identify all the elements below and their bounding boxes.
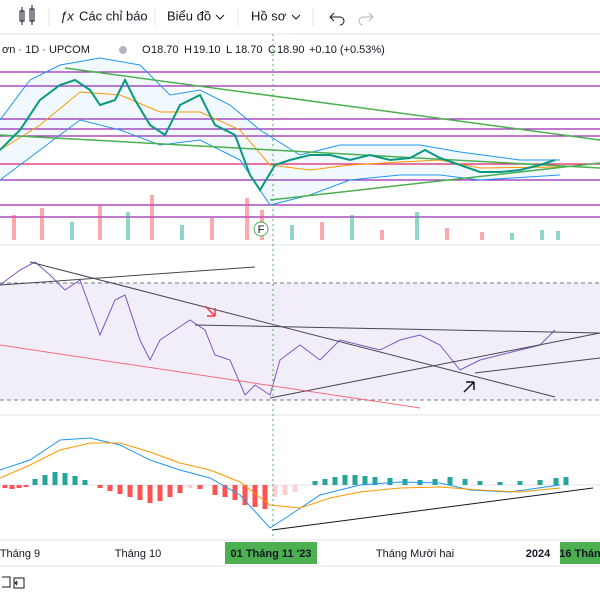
price-line xyxy=(0,77,556,192)
toolbar xyxy=(0,0,600,34)
rsi-line xyxy=(0,261,556,396)
signal-line xyxy=(0,442,561,509)
bollinger-upper xyxy=(0,57,560,161)
price-pane: F xyxy=(0,57,600,240)
crosshair-label-box xyxy=(225,542,317,564)
ohlc-label: C xyxy=(268,44,276,56)
dropdown-icon[interactable] xyxy=(215,14,225,20)
time-label: Tháng 10 xyxy=(115,548,161,560)
ohlc-value: 18.90 xyxy=(277,44,305,56)
current-label-box xyxy=(560,542,600,564)
rsi-trend-lines xyxy=(0,261,600,399)
event-badge[interactable] xyxy=(253,221,269,237)
ohlc-value: 18.70 xyxy=(151,44,179,56)
time-label: 2024 xyxy=(526,548,551,560)
change: +0.10 (+0.53%) xyxy=(309,44,385,56)
chart-button[interactable]: Biểu đồ xyxy=(167,8,211,23)
profile-button[interactable]: Hồ sơ xyxy=(251,8,287,23)
time-label: 16 Thán xyxy=(559,548,600,560)
time-label: Tháng 9 xyxy=(0,548,40,560)
symbol: ơn · 1D · UPCOM xyxy=(2,44,90,56)
ohlc-label: O xyxy=(142,44,151,56)
trend-lines xyxy=(0,67,600,201)
bollinger-fill xyxy=(0,58,560,205)
macd-pane xyxy=(0,437,600,531)
redo-button[interactable] xyxy=(358,12,374,26)
rsi-band xyxy=(0,283,600,400)
time-label: 01 Tháng 11 '23 xyxy=(231,548,312,560)
arrow-down xyxy=(204,305,216,317)
arrow-up xyxy=(463,381,475,393)
event-marker[interactable]: F xyxy=(258,224,265,236)
indicators-button[interactable]: Các chỉ báo xyxy=(79,8,148,23)
moving-average xyxy=(0,91,561,171)
macd-trend-line xyxy=(271,487,594,531)
fx-icon[interactable]: ƒx xyxy=(60,8,74,23)
rsi-red-line xyxy=(0,344,421,409)
ohlc-label: L xyxy=(226,44,232,56)
ohlc-value: 19.10 xyxy=(193,44,221,56)
legend: ơn · 1D · UPCOM O 18.70 H 19.10 L 18.70 C 18.90… xyxy=(2,44,385,56)
ohlc-value: 18.70 xyxy=(235,44,263,56)
dropdown-icon[interactable] xyxy=(291,14,301,20)
ohlc-label: H xyxy=(184,44,192,56)
status-dot xyxy=(119,46,127,54)
replay-icon[interactable] xyxy=(2,576,25,589)
macd-line xyxy=(0,437,561,529)
time-label: Tháng Mười hai xyxy=(376,548,454,560)
macd-histogram xyxy=(2,472,569,509)
undo-button[interactable] xyxy=(329,12,345,26)
rsi-pane xyxy=(0,261,600,409)
candle-icon[interactable] xyxy=(19,5,35,25)
